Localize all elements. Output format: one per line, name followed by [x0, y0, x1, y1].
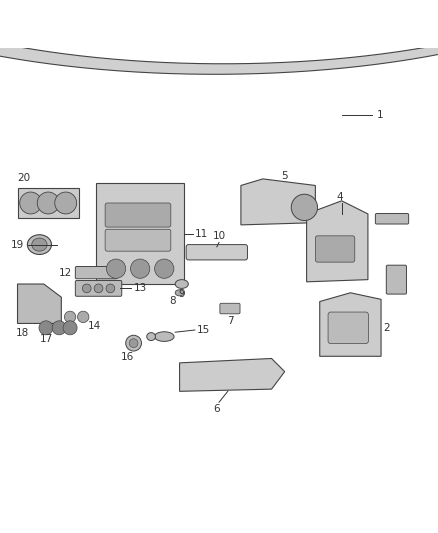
- FancyBboxPatch shape: [328, 312, 368, 344]
- Text: 19: 19: [11, 240, 24, 251]
- Text: 14: 14: [88, 321, 101, 331]
- Circle shape: [155, 259, 174, 278]
- Circle shape: [78, 311, 89, 322]
- Text: 6: 6: [213, 404, 220, 414]
- Ellipse shape: [27, 235, 52, 254]
- Circle shape: [106, 284, 115, 293]
- Polygon shape: [307, 201, 368, 282]
- Polygon shape: [96, 183, 184, 284]
- Circle shape: [291, 194, 318, 221]
- Circle shape: [63, 321, 77, 335]
- Polygon shape: [18, 188, 79, 219]
- Circle shape: [82, 284, 91, 293]
- Circle shape: [94, 284, 103, 293]
- Text: 13: 13: [134, 284, 147, 293]
- Circle shape: [37, 192, 59, 214]
- FancyBboxPatch shape: [315, 236, 355, 262]
- Text: 8: 8: [170, 296, 177, 306]
- Circle shape: [131, 259, 150, 278]
- Circle shape: [106, 259, 126, 278]
- Text: 10: 10: [212, 231, 226, 241]
- FancyBboxPatch shape: [75, 280, 122, 296]
- Text: 7: 7: [226, 316, 233, 326]
- Text: 12: 12: [59, 268, 72, 278]
- Text: 11: 11: [195, 229, 208, 239]
- Text: 17: 17: [39, 334, 53, 344]
- Text: 1: 1: [377, 110, 383, 120]
- Ellipse shape: [175, 290, 184, 296]
- Text: 20: 20: [18, 173, 31, 183]
- Circle shape: [129, 339, 138, 348]
- FancyBboxPatch shape: [375, 214, 409, 224]
- Text: 4: 4: [336, 192, 343, 201]
- Text: 16: 16: [120, 352, 134, 362]
- Text: 2: 2: [383, 323, 390, 333]
- FancyBboxPatch shape: [186, 245, 247, 260]
- Circle shape: [55, 192, 77, 214]
- Polygon shape: [180, 359, 285, 391]
- Circle shape: [64, 311, 76, 322]
- Polygon shape: [18, 284, 61, 324]
- Text: 5: 5: [281, 171, 288, 181]
- FancyBboxPatch shape: [75, 266, 117, 279]
- Ellipse shape: [147, 333, 155, 341]
- FancyBboxPatch shape: [386, 265, 406, 294]
- FancyBboxPatch shape: [220, 303, 240, 314]
- Text: 15: 15: [197, 325, 210, 335]
- Circle shape: [39, 321, 53, 335]
- FancyBboxPatch shape: [105, 203, 171, 227]
- Circle shape: [126, 335, 141, 351]
- Circle shape: [52, 321, 66, 335]
- Polygon shape: [241, 179, 315, 225]
- FancyBboxPatch shape: [105, 229, 171, 251]
- Ellipse shape: [32, 238, 47, 251]
- Circle shape: [20, 192, 42, 214]
- Polygon shape: [320, 293, 381, 356]
- Text: 9: 9: [178, 289, 185, 299]
- Ellipse shape: [154, 332, 174, 342]
- Ellipse shape: [175, 280, 188, 288]
- PathPatch shape: [0, 0, 438, 74]
- Text: 18: 18: [15, 328, 28, 338]
